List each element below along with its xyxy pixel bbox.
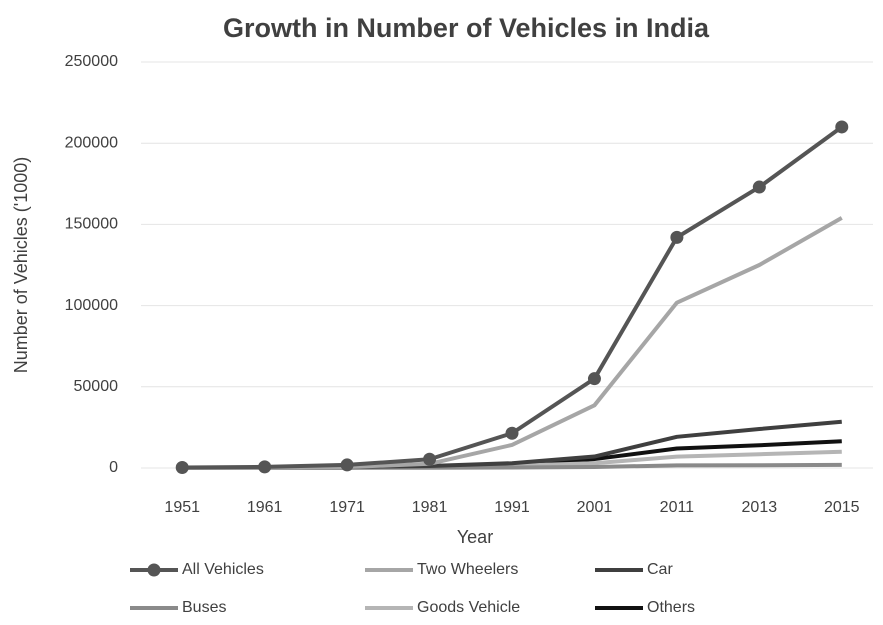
data-point (587, 372, 601, 386)
x-tick-label: 1951 (164, 499, 200, 516)
y-tick-label: 250000 (65, 53, 118, 70)
x-tick-label: 1961 (247, 499, 283, 516)
y-tick-label: 50000 (74, 378, 119, 395)
x-tick-label: 2015 (824, 499, 860, 516)
x-tick-label: 1991 (494, 499, 530, 516)
legend-label: Goods Vehicle (417, 599, 520, 616)
data-point (505, 426, 519, 440)
x-tick-label: 1981 (412, 499, 448, 516)
y-axis-label: Number of Vehicles ('1000) (11, 157, 31, 374)
legend-label: Two Wheelers (417, 561, 518, 578)
y-tick-label: 0 (109, 459, 118, 476)
x-tick-label: 2001 (577, 499, 613, 516)
legend-marker (147, 563, 161, 577)
data-point (670, 230, 684, 244)
legend-label: Others (647, 599, 695, 616)
x-tick-label: 1971 (329, 499, 365, 516)
x-axis-label: Year (457, 527, 493, 547)
y-tick-label: 150000 (65, 216, 118, 233)
legend-label: Car (647, 561, 673, 578)
x-tick-label: 2011 (660, 499, 695, 516)
chart-title: Growth in Number of Vehicles in India (223, 13, 710, 43)
legend-label: Buses (182, 599, 226, 616)
y-tick-label: 200000 (65, 134, 118, 151)
legend-label: All Vehicles (182, 561, 264, 578)
data-point (835, 120, 849, 134)
data-point (340, 458, 354, 472)
data-point (423, 452, 437, 466)
data-point (752, 180, 766, 194)
data-point (258, 460, 272, 474)
data-point (175, 461, 189, 475)
x-tick-label: 2013 (742, 499, 778, 516)
series-line (182, 125, 843, 470)
y-tick-label: 100000 (65, 297, 118, 314)
